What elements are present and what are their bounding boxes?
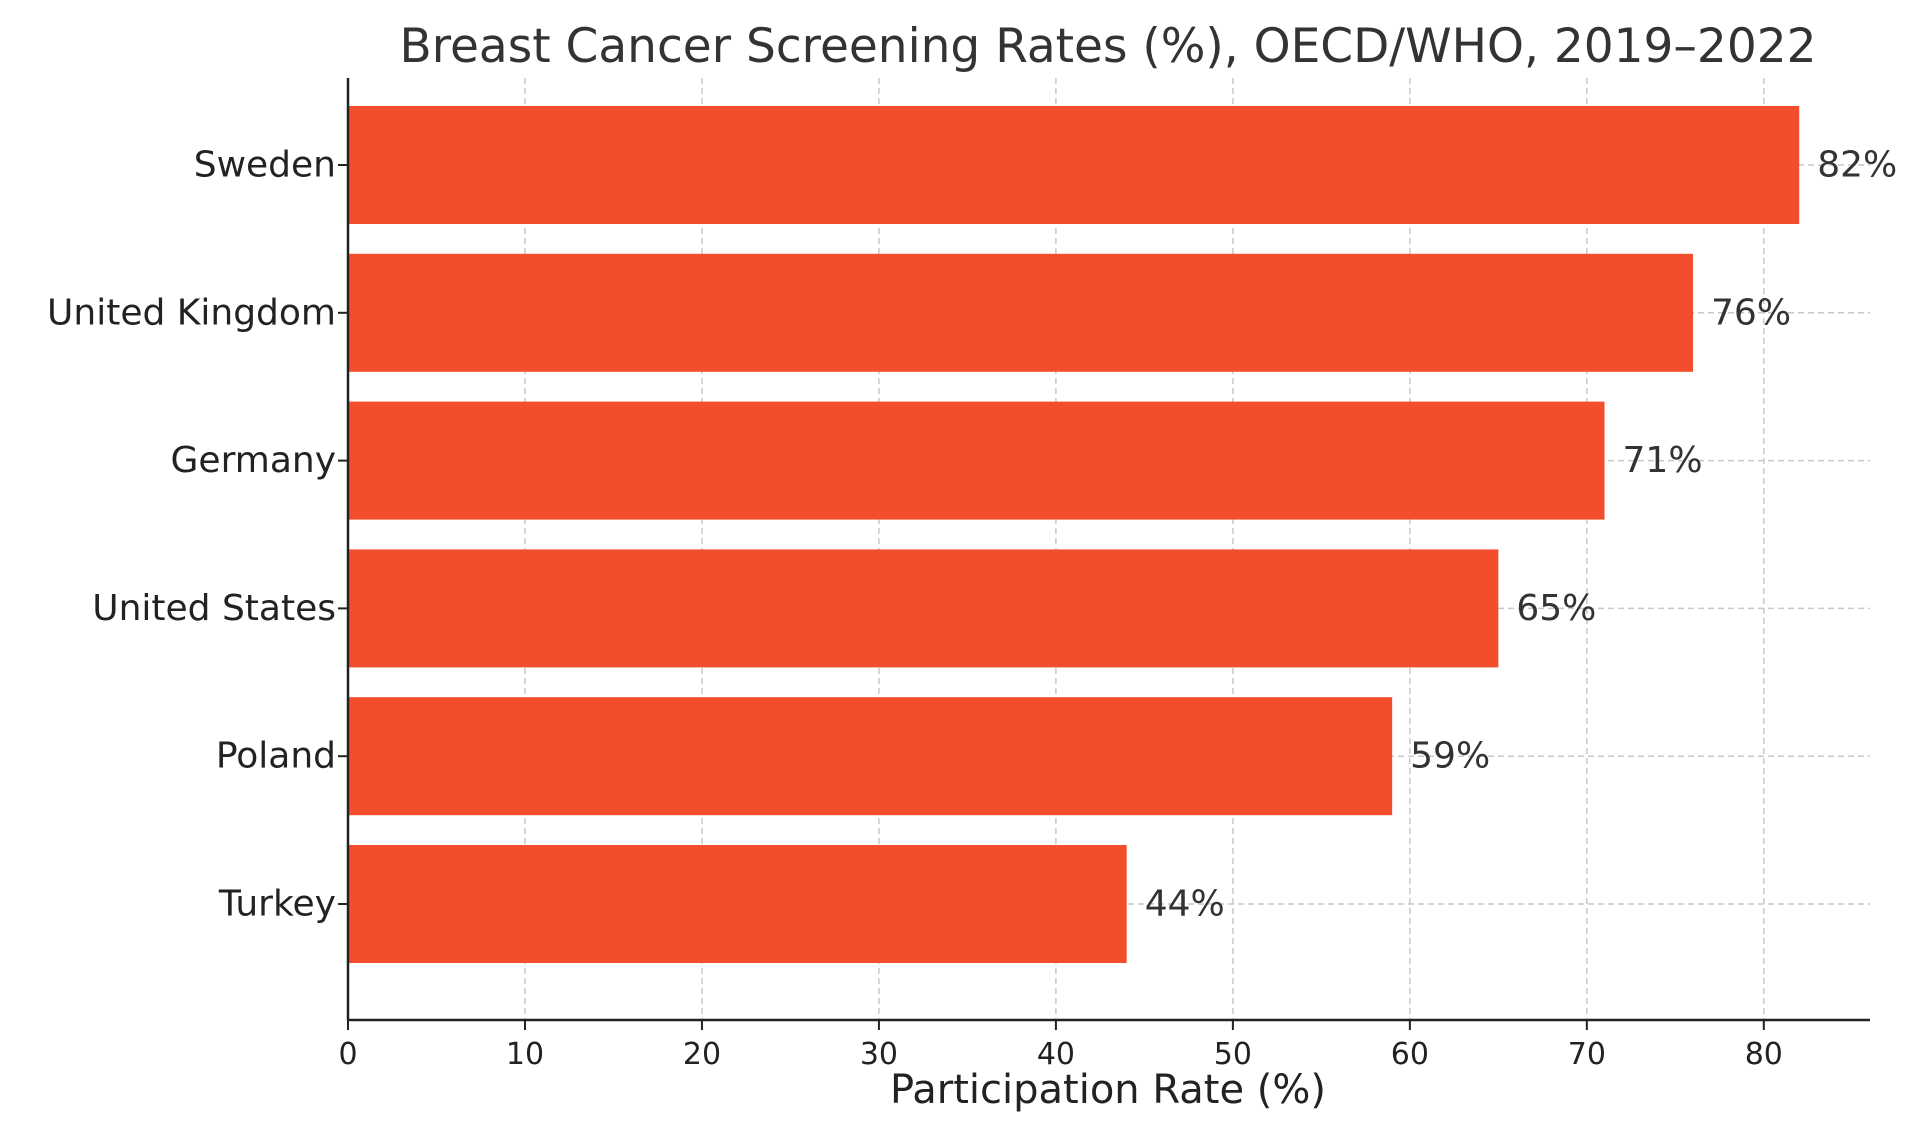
bar <box>348 697 1393 816</box>
x-tick-label: 70 <box>1568 1037 1606 1072</box>
category-label: Germany <box>171 440 336 481</box>
category-label: Turkey <box>218 884 336 925</box>
axis-layer: Sweden United Kingdom Germany United States… <box>47 78 1870 1072</box>
x-tick-label: 0 <box>338 1037 357 1072</box>
chart-title: Breast Cancer Screening Rates (%), OECD/… <box>399 19 1816 74</box>
category-label: United Kingdom <box>47 292 336 333</box>
data-label: 82% <box>1817 145 1897 186</box>
data-label: 59% <box>1410 736 1490 777</box>
x-tick-label: 30 <box>860 1037 898 1072</box>
data-label: 76% <box>1711 292 1791 333</box>
category-label: United States <box>92 588 336 629</box>
bar-layer: 82% 76% 71% 65% 59% 44% <box>348 106 1897 963</box>
x-tick-label: 20 <box>683 1037 721 1072</box>
x-tick-label: 50 <box>1214 1037 1252 1072</box>
bar <box>348 106 1800 224</box>
bar <box>348 549 1499 668</box>
x-tick-label: 10 <box>506 1037 544 1072</box>
x-axis-label: Participation Rate (%) <box>890 1067 1326 1113</box>
category-label: Poland <box>216 736 336 777</box>
x-tick-label: 60 <box>1391 1037 1429 1072</box>
data-label: 44% <box>1145 884 1225 925</box>
data-label: 65% <box>1516 588 1596 629</box>
data-label: 71% <box>1623 440 1703 481</box>
x-tick-label: 40 <box>1037 1037 1075 1072</box>
bar <box>348 845 1127 963</box>
category-label: Sweden <box>194 145 336 186</box>
bar <box>348 253 1694 372</box>
bar <box>348 401 1605 520</box>
x-tick-label: 80 <box>1745 1037 1783 1072</box>
